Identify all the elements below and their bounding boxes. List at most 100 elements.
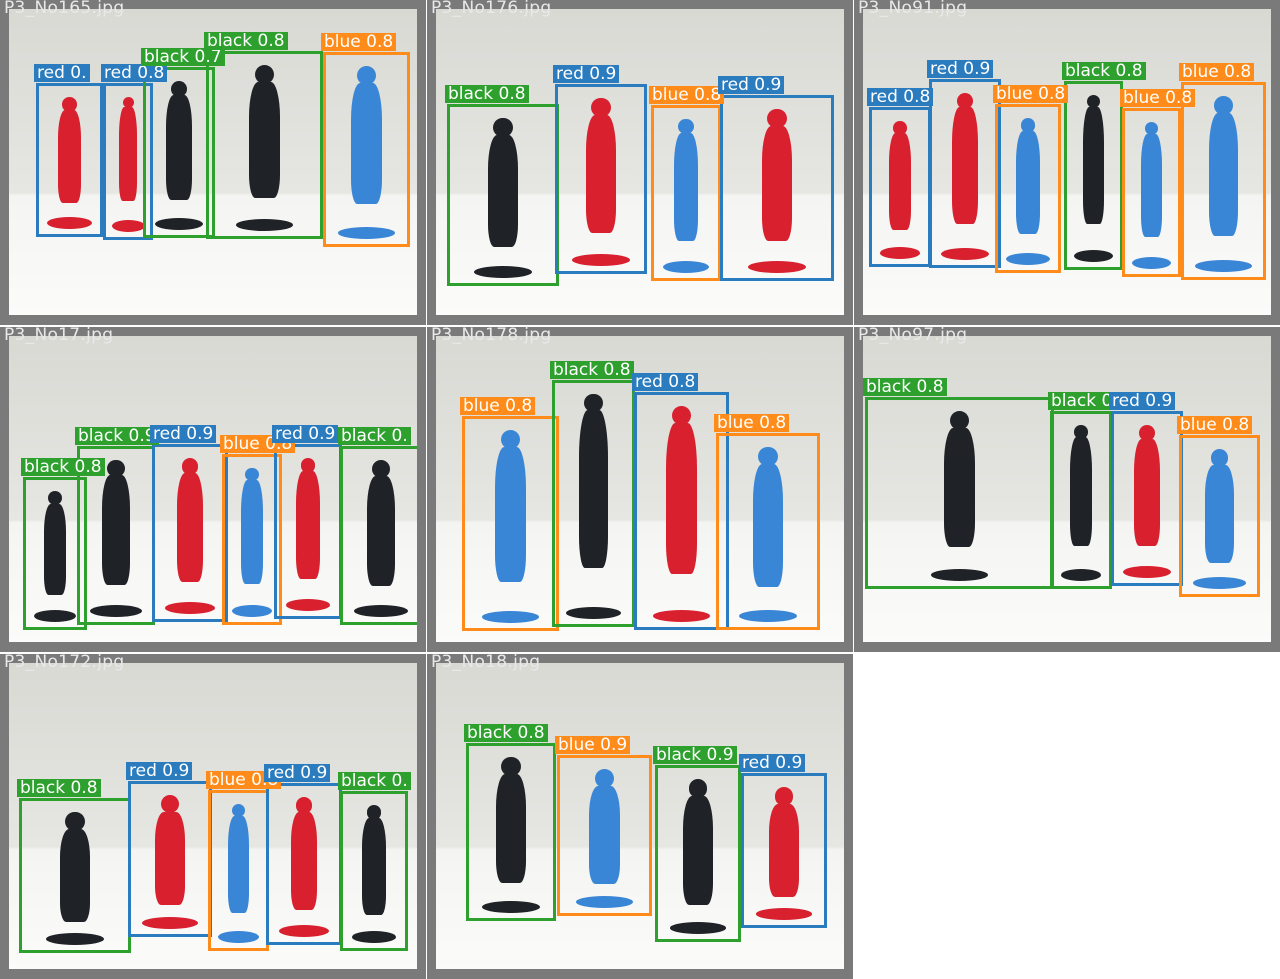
blue-toy-soldier [662, 119, 710, 273]
red-toy-soldier [278, 797, 330, 937]
red-toy-soldier [142, 795, 198, 929]
bounding-box-red [869, 107, 931, 267]
detection-label: red 0.8 [867, 88, 934, 106]
detection-tile: black 0.8 red 0.9 blue 0.8 red 0.9 P3_No176.… [427, 0, 853, 325]
detection-label: red 0.9 [927, 60, 994, 78]
blue-toy-soldier [218, 804, 259, 943]
bounding-box-blue [995, 104, 1061, 273]
red-toy-soldier [755, 787, 813, 920]
bounding-box-red [128, 781, 212, 937]
image-filename: P3_No172.jpg [4, 654, 125, 672]
black-toy-soldier [566, 394, 621, 619]
bounding-box-black [447, 104, 559, 286]
bounding-box-red [266, 783, 342, 945]
detection-label: black 0. [338, 427, 411, 445]
detection-tile: black 0.8 black 0.8 red 0.9 blue 0.8 P3_No97… [854, 327, 1280, 652]
photo: blue 0.8 black 0.8 red 0.8 blue 0.8 [436, 336, 844, 642]
photo: red 0. red 0.8 black 0.7 black 0.8 blue 0.8 [9, 9, 417, 315]
bounding-box-black [340, 446, 417, 625]
bounding-box-red [929, 79, 1001, 268]
detection-label: black 0.8 [1062, 62, 1146, 80]
photo: red 0.8 red 0.9 blue 0.8 black 0.8 blue 0.8 b… [863, 9, 1271, 315]
detection-label: black 0.8 [204, 32, 288, 50]
detection-label: blue 0.8 [460, 397, 536, 415]
bounding-box-red [36, 83, 103, 237]
image-filename: P3_No176.jpg [431, 0, 552, 18]
black-toy-soldier [90, 460, 142, 617]
black-toy-soldier [33, 491, 77, 622]
image-filename: P3_No18.jpg [431, 654, 541, 672]
detection-tile: red 0. red 0.8 black 0.7 black 0.8 blue 0.8 P… [0, 0, 426, 325]
red-toy-soldier [941, 93, 989, 260]
detection-label: black 0.9 [653, 746, 737, 764]
detection-label: blue 0.8 [321, 33, 397, 51]
black-toy-soldier [353, 460, 409, 617]
photo: black 0.8 black 0.8 red 0.9 blue 0.8 [863, 336, 1271, 642]
bounding-box-blue [222, 454, 282, 625]
detection-label: red 0.9 [126, 762, 193, 780]
red-toy-soldier [111, 97, 145, 232]
detection-label: blue 0.8 [206, 771, 282, 789]
blue-toy-soldier [739, 447, 797, 622]
black-toy-soldier [669, 779, 727, 934]
photo: black 0.8 blue 0.9 black 0.9 red 0.9 [436, 663, 844, 969]
black-toy-soldier [155, 81, 203, 230]
bounding-box-black [206, 51, 323, 239]
detection-label: blue 0.8 [1179, 63, 1255, 81]
image-filename: P3_No17.jpg [4, 327, 114, 345]
detection-tile: red 0.8 red 0.9 blue 0.8 black 0.8 blue 0.8 b… [854, 0, 1280, 325]
detection-label: red 0.9 [264, 764, 331, 782]
black-toy-soldier [482, 757, 540, 913]
bounding-box-blue [651, 105, 721, 281]
photo: black 0.8 black 0.9 red 0.9 blue 0.8 red 0.9… [9, 336, 417, 642]
bounding-box-black [23, 477, 87, 630]
bounding-box-black [865, 397, 1054, 589]
detection-label: red 0.9 [1109, 392, 1176, 410]
detection-label: red 0.8 [632, 373, 699, 391]
bounding-box-red [720, 95, 834, 281]
blue-toy-soldier [232, 468, 272, 617]
bounding-box-red [555, 84, 647, 274]
bounding-box-red [152, 444, 228, 622]
bounding-box-blue [716, 433, 820, 630]
image-filename: P3_No91.jpg [858, 0, 968, 18]
detection-tile: blue 0.8 black 0.8 red 0.8 blue 0.8 P3_No178… [427, 327, 853, 652]
detection-tile: black 0.8 blue 0.9 black 0.9 red 0.9 P3_No18… [427, 654, 853, 979]
black-toy-soldier [1074, 95, 1113, 262]
blue-toy-soldier [1006, 118, 1050, 265]
blue-toy-soldier [481, 430, 540, 623]
blue-toy-soldier [337, 66, 396, 239]
bounding-box-red [741, 773, 827, 928]
bounding-box-blue [1179, 435, 1260, 597]
detection-tile: black 0.8 red 0.9 blue 0.8 red 0.9 black 0. P… [0, 654, 426, 979]
black-toy-soldier [46, 812, 104, 945]
detection-tile: black 0.8 black 0.9 red 0.9 blue 0.8 red 0.9… [0, 327, 426, 652]
photo: black 0.8 red 0.9 blue 0.8 red 0.9 black 0. [9, 663, 417, 969]
detection-label: red 0.9 [150, 425, 217, 443]
bounding-box-red [1111, 411, 1183, 586]
bounding-box-blue [462, 416, 559, 631]
detection-label: red 0.9 [272, 425, 339, 443]
red-toy-soldier [748, 109, 806, 273]
detection-label: black 0.8 [863, 378, 947, 396]
detection-label: blue 0.8 [1177, 416, 1253, 434]
detection-label: black 0.8 [21, 458, 105, 476]
red-toy-soldier [1123, 425, 1171, 578]
detection-label: red 0.8 [101, 64, 168, 82]
blue-toy-soldier [1132, 122, 1171, 269]
black-toy-soldier [235, 65, 294, 231]
bounding-box-black [143, 67, 215, 238]
red-toy-soldier [879, 121, 921, 259]
detection-label: black 0.8 [17, 779, 101, 797]
detection-label: black 0.8 [445, 85, 529, 103]
detection-label: blue 0.8 [649, 86, 725, 104]
blue-toy-soldier [1192, 449, 1247, 589]
bounding-box-red [634, 392, 729, 630]
black-toy-soldier [474, 118, 532, 278]
black-toy-soldier [1060, 425, 1102, 581]
red-toy-soldier [164, 458, 216, 614]
red-toy-soldier [285, 458, 331, 611]
bounding-box-black [655, 765, 741, 942]
detection-label: black 0. [338, 772, 411, 790]
black-toy-soldier [351, 805, 397, 943]
